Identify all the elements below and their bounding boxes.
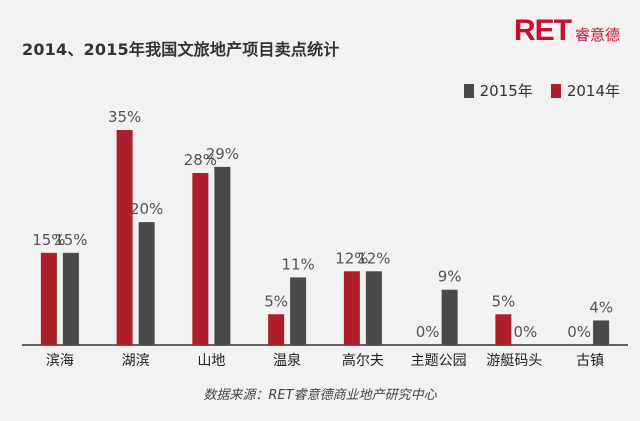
- data-label-2014: 0%: [416, 323, 440, 341]
- category-label: 主题公园: [411, 353, 467, 369]
- legend-item-2015: 2015年: [463, 80, 533, 101]
- chart-title: 2014、2015年我国文旅地产项目卖点统计: [22, 40, 340, 59]
- logo-mark: RET: [513, 14, 572, 47]
- data-label-2015: 4%: [589, 298, 613, 316]
- data-label-2015: 15%: [54, 231, 87, 249]
- data-label-2014: 35%: [108, 108, 141, 126]
- bar-2015: [138, 222, 155, 345]
- category-label: 高尔夫: [342, 352, 384, 369]
- bar-2014: [268, 314, 285, 345]
- bar-2015: [593, 320, 610, 345]
- bar-2015: [290, 277, 307, 345]
- data-label-2014: 28%: [184, 151, 217, 169]
- data-label-2014: 12%: [335, 249, 368, 267]
- data-label-2015: 11%: [281, 255, 314, 273]
- category-label: 温泉: [273, 352, 301, 369]
- bar-2015: [441, 289, 458, 345]
- data-label-2015: 12%: [357, 249, 390, 267]
- legend-item-2014: 2014年: [550, 80, 620, 101]
- bar-2014: [343, 271, 360, 345]
- logo-text: 睿意德: [574, 26, 620, 44]
- data-label-2015: 20%: [130, 200, 163, 218]
- bar-2015: [365, 271, 382, 345]
- bar-2014: [495, 314, 512, 345]
- data-label-2014: 5%: [491, 292, 515, 310]
- category-label: 古镇: [576, 353, 604, 369]
- data-label-2015: 29%: [206, 145, 239, 163]
- category-label: 游艇码头: [486, 353, 542, 369]
- legend-label-2014: 2014年: [566, 82, 620, 100]
- source-note: 数据来源：RET睿意德商业地产研究中心: [203, 388, 437, 403]
- legend: 2015年 2014年: [463, 80, 620, 101]
- category-label: 山地: [197, 353, 225, 369]
- legend-swatch-2014: [550, 83, 561, 98]
- data-label-2015: 0%: [513, 323, 537, 341]
- data-label-2014: 0%: [567, 323, 591, 341]
- bar-2014: [192, 173, 209, 345]
- category-label: 滨海: [46, 353, 74, 369]
- brand-logo: RET 睿意德: [514, 14, 620, 48]
- legend-label-2015: 2015年: [479, 82, 533, 100]
- data-label-2014: 5%: [264, 292, 288, 310]
- bar-2015: [214, 166, 231, 345]
- legend-swatch-2015: [463, 83, 474, 98]
- bar-2014: [116, 130, 133, 345]
- data-label-2015: 9%: [438, 268, 462, 286]
- category-label: 湖滨: [122, 353, 150, 369]
- bar-2014: [40, 252, 57, 345]
- data-label-2014: 15%: [32, 231, 65, 249]
- bar-2015: [62, 252, 79, 345]
